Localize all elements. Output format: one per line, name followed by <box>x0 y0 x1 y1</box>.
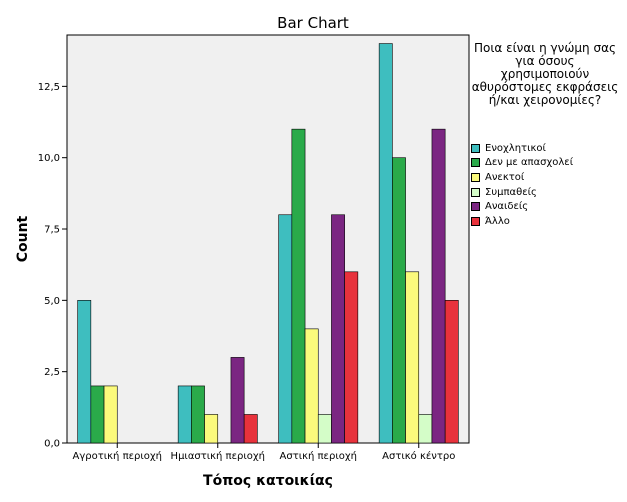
legend-item: Συμπαθείς <box>471 185 573 200</box>
legend-item: Ανεκτοί <box>471 170 573 185</box>
legend-label: Αναιδείς <box>485 201 529 213</box>
y-tick-label: 10,0 <box>38 153 60 164</box>
bar <box>405 271 420 444</box>
bar <box>204 414 219 444</box>
legend-item: Ενοχλητικοί <box>471 141 573 156</box>
legend-swatch <box>471 143 480 153</box>
bar <box>331 214 345 444</box>
bar <box>77 300 92 444</box>
bar <box>191 385 205 444</box>
legend-item: Δεν με απασχολεί <box>471 156 573 171</box>
legend-swatch <box>471 158 480 168</box>
bar <box>378 43 393 444</box>
bar <box>90 385 105 444</box>
y-tick-label: 7,5 <box>44 225 60 236</box>
y-axis-ticks: 0,0 2,5 5,0 7,5 10,0 12,5 <box>38 82 67 450</box>
y-tick-label: 5,0 <box>44 296 60 307</box>
legend-item: Άλλο <box>471 214 573 229</box>
bar <box>392 157 406 444</box>
bar <box>444 300 459 444</box>
legend-label: Δεν με απασχολεί <box>485 157 574 169</box>
bar <box>230 357 245 444</box>
x-axis-ticks: Αγροτική περιοχή Ημιαστική περιοχή Αστική … <box>73 443 455 462</box>
legend: Ενοχλητικοί Δεν με απασχολεί Ανεκτοί Συμπαθ… <box>471 141 573 229</box>
y-axis-title: Count <box>15 215 31 262</box>
bar <box>103 385 118 444</box>
y-tick-label: 2,5 <box>44 367 60 378</box>
bar <box>177 385 192 444</box>
x-tick-label: Ημιαστική περιοχή <box>171 450 265 462</box>
legend-title: Ποια είναι η γνώμη σας για όσους χρησιμο… <box>471 41 619 107</box>
legend-label: Άλλο <box>485 215 510 227</box>
legend-label: Ανεκτοί <box>485 171 525 183</box>
x-axis-title: Τόπος κατοικίας <box>203 473 333 489</box>
chart-title: Bar Chart <box>277 14 349 32</box>
y-tick-label: 12,5 <box>38 82 60 93</box>
bar <box>431 128 446 444</box>
bar <box>278 214 293 444</box>
legend-swatch <box>471 202 480 212</box>
bar <box>344 271 359 444</box>
legend-item: Αναιδείς <box>471 199 573 214</box>
x-tick-label: Αγροτική περιοχή <box>73 450 162 462</box>
legend-label: Συμπαθείς <box>485 186 537 198</box>
legend-swatch <box>471 216 480 226</box>
bars-group <box>77 43 459 444</box>
x-tick-label: Αστικό κέντρο <box>382 450 455 462</box>
y-tick-label: 0,0 <box>44 439 60 450</box>
x-tick-label: Αστική περιοχή <box>280 450 357 462</box>
bar <box>304 328 319 444</box>
legend-swatch <box>471 187 480 197</box>
bar <box>291 128 306 444</box>
bar <box>418 414 433 444</box>
bar <box>243 414 258 444</box>
bar <box>317 414 332 444</box>
legend-swatch <box>471 172 480 182</box>
legend-label: Ενοχλητικοί <box>485 142 546 154</box>
